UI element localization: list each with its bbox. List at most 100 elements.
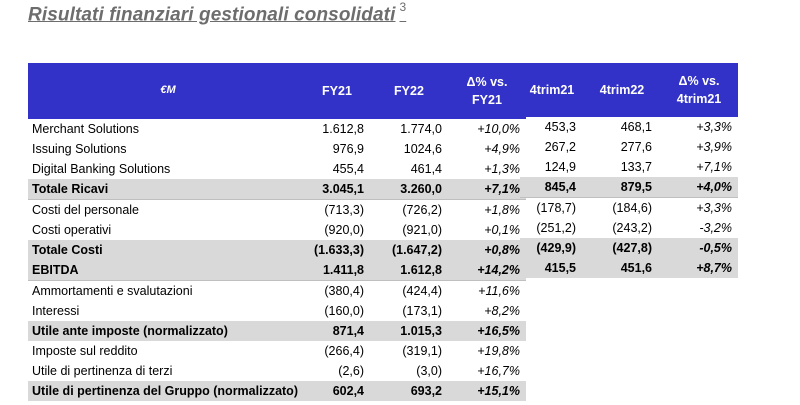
header-4trim21: 4trim21 <box>520 63 584 117</box>
header-delta-q: Δ% vs. 4trim21 <box>660 63 738 117</box>
delta-fy: +16,5% <box>448 321 526 341</box>
delta-fy: +7,1% <box>448 179 526 200</box>
value-4trim22: (184,6) <box>584 197 660 218</box>
table-row: 124,9 133,7 +7,1% <box>520 157 738 177</box>
value-fy21: 3.045,1 <box>304 179 370 200</box>
title-text: Risultati finanziari gestionali consolid… <box>28 4 396 26</box>
row-label: Costi del personale <box>28 199 304 220</box>
value-4trim21: 124,9 <box>544 160 576 174</box>
table-row: Utile di pertinenza del Gruppo (normaliz… <box>28 381 526 401</box>
table-row: (429,9) (427,8) -0,5% <box>520 238 738 258</box>
annual-results-table: €M FY21 FY22 Δ% vs. FY21 Merchant Soluti… <box>28 63 526 401</box>
delta-q: -0,5% <box>660 238 738 258</box>
value-fy21: (380,4) <box>304 280 370 301</box>
delta-q: +3,3% <box>660 197 738 218</box>
table-row: EBITDA 1.411,8 1.612,8 +14,2% <box>28 260 526 281</box>
row-label: Interessi <box>32 304 80 318</box>
delta-q: +7,1% <box>696 160 732 174</box>
table-row: Utile di pertinenza di terzi (2,6) (3,0) +1… <box>28 361 526 381</box>
value-fy21: 976,9 <box>332 142 364 156</box>
value-4trim21: (429,9) <box>520 238 584 258</box>
header-delta-fy-line1: Δ% vs. <box>466 75 508 89</box>
value-fy22: 1.612,8 <box>370 260 448 281</box>
row-label: EBITDA <box>28 260 304 281</box>
delta-fy: +1,3% <box>484 162 520 176</box>
value-4trim21: (251,2) <box>536 221 576 235</box>
table-row: Ammortamenti e svalutazioni (380,4) (424,4… <box>28 280 526 301</box>
value-fy21: (266,4) <box>324 344 364 358</box>
value-4trim22: 133,7 <box>620 160 652 174</box>
row-label: Utile di pertinenza del Gruppo (normaliz… <box>28 381 304 401</box>
row-label: Ammortamenti e svalutazioni <box>28 280 304 301</box>
value-4trim21: 267,2 <box>544 140 576 154</box>
value-4trim21: (178,7) <box>520 197 584 218</box>
delta-q: +8,7% <box>660 258 738 278</box>
value-fy21: 455,4 <box>332 162 364 176</box>
delta-fy: +8,2% <box>484 304 520 318</box>
delta-fy: +11,6% <box>448 280 526 301</box>
table-row: Totale Ricavi 3.045,1 3.260,0 +7,1% <box>28 179 526 200</box>
value-4trim22: 879,5 <box>584 177 660 198</box>
header-delta-q-line1: Δ% vs. <box>678 74 720 88</box>
table-row: (251,2) (243,2) -3,2% <box>520 218 738 238</box>
value-4trim22: 277,6 <box>620 140 652 154</box>
table-row: 845,4 879,5 +4,0% <box>520 177 738 198</box>
row-label: Digital Banking Solutions <box>32 162 171 176</box>
delta-q: +4,0% <box>660 177 738 198</box>
value-fy21: (920,0) <box>324 223 364 237</box>
table-row: Costi del personale (713,3) (726,2) +1,8% <box>28 199 526 220</box>
row-label: Costi operativi <box>32 223 112 237</box>
header-fy22: FY22 <box>370 63 448 119</box>
header-delta-q-line2: 4trim21 <box>676 92 722 106</box>
delta-q: +3,3% <box>696 120 732 134</box>
value-fy21: (160,0) <box>324 304 364 318</box>
delta-fy: +14,2% <box>448 260 526 281</box>
table-row: Interessi (160,0) (173,1) +8,2% <box>28 301 526 321</box>
value-fy22: (319,1) <box>402 344 442 358</box>
value-fy21: 871,4 <box>304 321 370 341</box>
value-4trim22: (427,8) <box>584 238 660 258</box>
table-row: Merchant Solutions 1.612,8 1.774,0 +10,0% <box>28 119 526 139</box>
unit-label: €M <box>28 63 304 119</box>
table-row: Totale Costi (1.633,3) (1.647,2) +0,8% <box>28 240 526 260</box>
delta-fy: +10,0% <box>477 122 520 136</box>
value-fy21: 602,4 <box>304 381 370 401</box>
value-fy22: (3,0) <box>416 364 442 378</box>
value-fy22: 1.774,0 <box>400 122 442 136</box>
delta-fy: +19,8% <box>477 344 520 358</box>
table-row: Issuing Solutions 976,9 1024,6 +4,9% <box>28 139 526 159</box>
value-4trim21: 415,5 <box>520 258 584 278</box>
header-4trim22: 4trim22 <box>584 63 660 117</box>
header-delta-fy: Δ% vs. FY21 <box>448 63 526 119</box>
value-4trim22: 468,1 <box>620 120 652 134</box>
value-4trim21: 845,4 <box>520 177 584 198</box>
value-fy22: (726,2) <box>370 199 448 220</box>
value-fy22: 461,4 <box>410 162 442 176</box>
table-row: Digital Banking Solutions 455,4 461,4 +1,3% <box>28 159 526 179</box>
delta-q: -3,2% <box>699 221 732 235</box>
header-delta-fy-line2: FY21 <box>472 93 502 107</box>
table-row: Imposte sul reddito (266,4) (319,1) +19,8% <box>28 341 526 361</box>
table-row: 415,5 451,6 +8,7% <box>520 258 738 278</box>
value-fy21: (1.633,3) <box>304 240 370 260</box>
row-label: Utile di pertinenza di terzi <box>32 364 173 378</box>
row-label: Totale Costi <box>28 240 304 260</box>
header-fy21: FY21 <box>304 63 370 119</box>
value-fy21: (713,3) <box>304 199 370 220</box>
row-label: Imposte sul reddito <box>32 344 138 358</box>
table-row: Costi operativi (920,0) (921,0) +0,1% <box>28 220 526 240</box>
delta-fy: +16,7% <box>477 364 520 378</box>
title-superscript: 3 <box>399 0 407 14</box>
annual-header-row: €M FY21 FY22 Δ% vs. FY21 <box>28 63 526 119</box>
delta-fy: +4,9% <box>484 142 520 156</box>
value-fy22: 1024,6 <box>403 142 442 156</box>
page-title: Risultati finanziari gestionali consolid… <box>28 0 407 26</box>
value-fy21: (2,6) <box>338 364 364 378</box>
value-4trim22: 451,6 <box>584 258 660 278</box>
value-fy22: 3.260,0 <box>370 179 448 200</box>
value-4trim21: 453,3 <box>544 120 576 134</box>
quarterly-results-table: 4trim21 4trim22 Δ% vs. 4trim21 453,3 468,… <box>520 63 738 278</box>
table-row: Utile ante imposte (normalizzato) 871,4 1.… <box>28 321 526 341</box>
value-fy22: 693,2 <box>370 381 448 401</box>
delta-fy: +0,1% <box>484 223 520 237</box>
